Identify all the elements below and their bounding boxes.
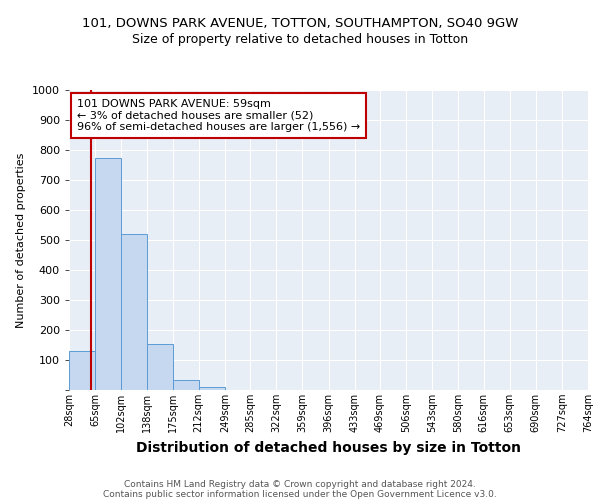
- Text: Contains HM Land Registry data © Crown copyright and database right 2024.: Contains HM Land Registry data © Crown c…: [124, 480, 476, 489]
- Bar: [69, 351, 95, 390]
- X-axis label: Distribution of detached houses by size in Totton: Distribution of detached houses by size …: [136, 440, 521, 454]
- Text: Size of property relative to detached houses in Totton: Size of property relative to detached ho…: [132, 32, 468, 46]
- Bar: [173, 380, 199, 390]
- Y-axis label: Number of detached properties: Number of detached properties: [16, 152, 26, 328]
- Text: Contains public sector information licensed under the Open Government Licence v3: Contains public sector information licen…: [103, 490, 497, 499]
- Bar: [121, 234, 146, 390]
- Bar: [199, 387, 225, 390]
- Bar: [95, 158, 121, 390]
- Bar: [146, 344, 173, 390]
- Text: 101 DOWNS PARK AVENUE: 59sqm
← 3% of detached houses are smaller (52)
96% of sem: 101 DOWNS PARK AVENUE: 59sqm ← 3% of det…: [77, 99, 360, 132]
- Text: 101, DOWNS PARK AVENUE, TOTTON, SOUTHAMPTON, SO40 9GW: 101, DOWNS PARK AVENUE, TOTTON, SOUTHAMP…: [82, 18, 518, 30]
